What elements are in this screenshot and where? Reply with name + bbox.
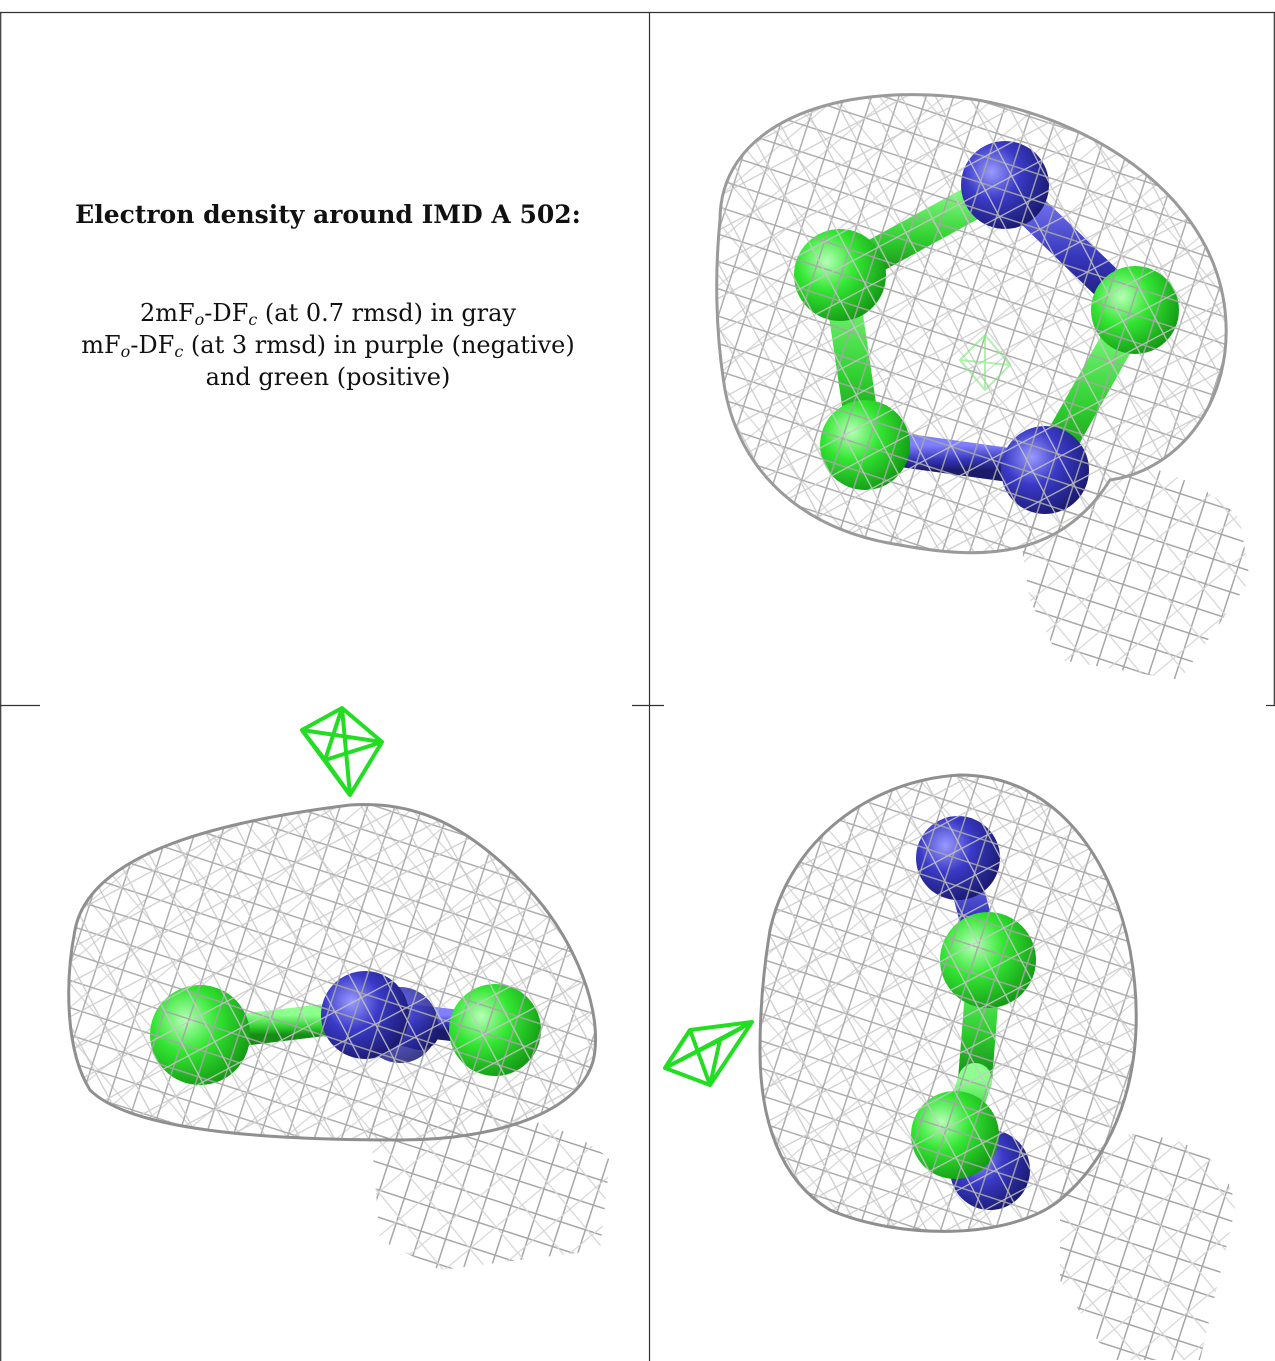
caption-line-fo-fc: mFo-DFc (at 3 rmsd) in purple (negative) xyxy=(81,331,575,361)
gray-density-mesh-front xyxy=(68,804,596,1140)
panel-bottom-right xyxy=(663,773,1235,1360)
caption-line-2fo-fc: 2mFo-DFc (at 0.7 rmsd) in gray xyxy=(139,299,517,329)
caption-title: Electron density around IMD A 502: xyxy=(75,200,581,229)
caption-line-green: and green (positive) xyxy=(205,363,451,391)
green-positive-density xyxy=(663,1020,754,1087)
panel-top-right xyxy=(715,93,1250,680)
gray-density-mesh-front xyxy=(760,775,1137,1232)
figure-caption: Electron density around IMD A 502: 2mFo-… xyxy=(10,200,646,393)
green-positive-density xyxy=(300,706,384,797)
panel-bottom-left xyxy=(67,706,610,1270)
panel-dividers xyxy=(0,11,1275,1361)
gray-density-outline xyxy=(67,802,598,1142)
green-density-faint xyxy=(958,333,1012,392)
gray-density-outline xyxy=(715,93,1228,555)
gray-density-outline xyxy=(758,773,1138,1233)
